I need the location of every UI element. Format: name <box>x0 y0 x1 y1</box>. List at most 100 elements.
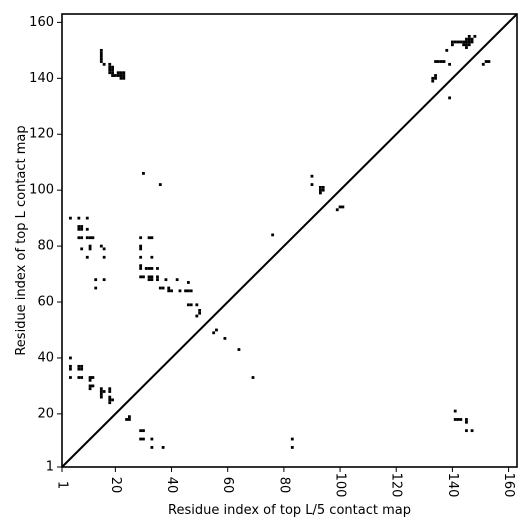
contact-point <box>487 60 491 63</box>
contact-point <box>111 74 114 77</box>
contact-point <box>77 236 81 240</box>
contact-point <box>77 367 81 371</box>
contact-point <box>150 275 154 279</box>
contact-point <box>113 74 117 77</box>
contact-point <box>161 446 165 449</box>
contact-point <box>88 387 92 391</box>
contact-point <box>108 68 112 72</box>
contact-point <box>80 227 84 231</box>
contact-point <box>139 267 143 270</box>
contact-point <box>91 236 95 240</box>
contact-point <box>223 336 227 340</box>
contact-point <box>215 328 218 332</box>
contact-point <box>111 65 114 69</box>
diagonal-line <box>61 13 518 468</box>
x-tick-label: 160 <box>501 473 516 498</box>
contact-point <box>212 331 216 335</box>
contact-point <box>85 216 89 220</box>
contact-point <box>189 303 193 307</box>
y-tick-label: 140 <box>29 71 54 86</box>
x-tick-label: 20 <box>108 477 123 494</box>
contact-point <box>170 289 173 293</box>
contact-point <box>195 303 199 307</box>
contact-point <box>99 392 103 396</box>
contact-point <box>69 367 72 371</box>
y-axis-label: Residue index of top L contact map <box>14 125 29 355</box>
contact-point <box>122 71 126 75</box>
contact-point <box>77 364 81 368</box>
contact-point <box>139 264 143 268</box>
contact-point <box>465 46 468 49</box>
contact-point <box>69 216 72 220</box>
contact-point <box>88 376 92 379</box>
y-tick-label: 160 <box>29 15 54 30</box>
contact-point <box>139 429 143 433</box>
contact-point <box>184 289 187 293</box>
contact-point <box>175 278 179 282</box>
contact-point <box>88 378 92 382</box>
contact-point <box>80 247 84 251</box>
contact-point <box>108 390 112 393</box>
contact-point <box>465 40 468 44</box>
contact-point <box>139 247 143 251</box>
contact-point <box>139 236 143 240</box>
contact-point <box>465 43 468 47</box>
contact-point <box>318 191 322 195</box>
contact-point <box>271 233 275 237</box>
y-tick-label: 40 <box>37 350 54 365</box>
contact-point <box>310 183 314 186</box>
contact-point <box>108 62 112 66</box>
contact-point <box>459 40 463 44</box>
contact-point <box>198 309 202 312</box>
contact-point <box>139 275 143 279</box>
contact-point <box>434 76 437 80</box>
contact-point <box>116 71 120 75</box>
contact-point <box>445 48 449 52</box>
contact-point <box>156 278 159 282</box>
contact-point <box>465 420 468 424</box>
contact-point <box>318 185 322 189</box>
y-tick-label: 60 <box>37 295 54 310</box>
contact-point <box>99 54 103 58</box>
contact-point <box>186 281 190 284</box>
contact-point <box>434 74 437 77</box>
contact-point <box>186 289 190 293</box>
y-axis-label-group: Residue index of top L contact map <box>14 125 29 355</box>
y-tick-label: 1 <box>46 460 54 475</box>
contact-point <box>451 43 454 47</box>
y-tick-label: 20 <box>37 406 54 421</box>
contact-point <box>467 43 471 47</box>
contact-point <box>147 267 151 270</box>
contact-point <box>442 60 446 63</box>
contact-point <box>94 278 98 282</box>
contact-point <box>150 446 154 449</box>
contact-point <box>102 278 106 282</box>
plot-frame <box>61 13 518 468</box>
contact-point <box>156 267 159 270</box>
contact-point <box>150 255 154 259</box>
contact-point <box>139 255 143 259</box>
plot-area <box>61 13 518 468</box>
contact-point <box>150 278 154 282</box>
contact-point <box>88 236 92 240</box>
contact-point <box>142 429 145 433</box>
contact-point <box>91 376 95 379</box>
contact-point <box>186 303 190 307</box>
contact-point <box>91 384 95 388</box>
contact-point <box>251 376 255 379</box>
contact-point <box>439 60 443 63</box>
contact-point <box>147 278 151 282</box>
contact-point <box>80 364 84 368</box>
contact-point <box>189 289 193 293</box>
contact-point <box>119 76 123 80</box>
contact-point <box>318 188 322 192</box>
x-tick-label: 120 <box>389 473 404 498</box>
contact-point <box>119 74 123 77</box>
contact-point <box>85 236 89 240</box>
contact-point <box>431 76 435 80</box>
contact-point <box>467 37 471 41</box>
contact-point <box>158 183 162 186</box>
contact-point <box>456 418 460 421</box>
contact-point <box>108 65 112 69</box>
x-tick-label: 100 <box>333 473 348 498</box>
